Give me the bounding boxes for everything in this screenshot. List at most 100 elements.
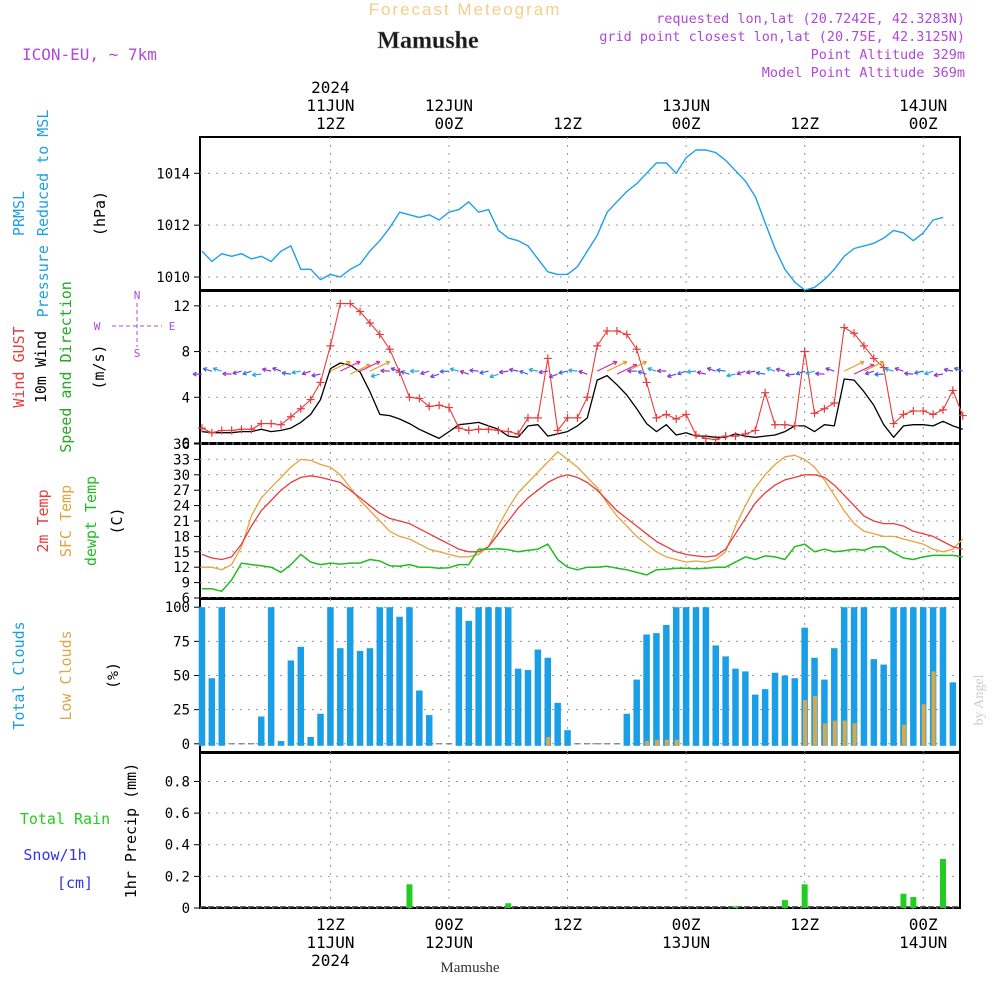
gust-marker — [781, 421, 789, 429]
gust-marker — [801, 348, 809, 356]
gust-marker — [820, 405, 828, 413]
gust-marker — [731, 432, 739, 440]
ytick-label: 0 — [182, 737, 190, 753]
wind-gust-line — [202, 304, 963, 440]
total-cloud-bar — [643, 635, 650, 746]
rain-bar — [406, 884, 412, 908]
axis-label: SFC Temp — [57, 485, 75, 557]
gust-marker — [445, 404, 453, 412]
ytick-label: 1012 — [156, 218, 190, 234]
total-cloud-bar — [564, 730, 571, 746]
total-cloud-bar — [475, 607, 482, 746]
low-cloud-bar — [675, 740, 679, 746]
time-label-top: 11JUN — [306, 96, 354, 115]
axis-label: Speed and Direction — [57, 281, 75, 453]
low-cloud-bar — [813, 696, 817, 746]
ytick-label: 50 — [173, 669, 190, 685]
total-cloud-bar — [693, 607, 700, 746]
total-cloud-bar — [347, 607, 354, 746]
total-cloud-bar — [683, 607, 690, 746]
location-title: Mamushe — [377, 28, 479, 54]
ytick-label: 12 — [173, 299, 190, 315]
low-cloud-bar — [843, 721, 847, 746]
total-cloud-bar — [624, 714, 631, 746]
total-cloud-bar — [653, 633, 660, 746]
gust-marker — [494, 426, 502, 434]
time-label-bottom: 11JUN — [306, 933, 354, 952]
gust-marker — [583, 393, 591, 401]
time-label-top: 12Z — [316, 114, 345, 133]
low-cloud-bar — [655, 740, 659, 746]
time-label-bottom: 00Z — [909, 915, 938, 934]
total-cloud-bar — [722, 656, 729, 745]
ytick-label: 30 — [173, 468, 190, 484]
total-cloud-bar — [732, 669, 739, 746]
ytick-label: 36 — [173, 437, 190, 453]
compass-n: N — [134, 289, 141, 302]
wind-direction-arrow — [617, 365, 637, 375]
panel-frame-wind — [200, 291, 960, 443]
axis-label: 1hr Precip (mm) — [122, 763, 140, 898]
ytick-label: 75 — [173, 634, 190, 650]
total-cloud-bar — [495, 607, 502, 746]
panel-frame-precip — [200, 753, 960, 908]
total-cloud-bar — [337, 648, 344, 746]
ytick-label: 27 — [173, 483, 190, 499]
gust-marker — [929, 410, 937, 418]
gust-marker — [544, 354, 552, 362]
total-cloud-bar — [772, 673, 779, 746]
panel-frame-pressure — [200, 137, 960, 290]
total-cloud-bar — [406, 607, 413, 746]
wind-direction-arrow — [864, 362, 884, 372]
gust-marker — [939, 406, 947, 414]
axis-label: Wind GUST — [10, 326, 28, 407]
low-cloud-bar — [803, 700, 807, 746]
model-altitude: Model Point Altitude 369m — [762, 65, 965, 81]
gust-marker — [761, 389, 769, 397]
low-cloud-bar — [922, 704, 926, 746]
gust-marker — [633, 345, 641, 353]
axis-label: 10m Wind — [32, 331, 50, 403]
total-cloud-bar — [910, 607, 917, 746]
gust-marker — [524, 414, 532, 422]
total-cloud-bar — [940, 607, 947, 746]
axis-label: (m/s) — [90, 344, 108, 389]
ytick-label: 4 — [182, 390, 190, 406]
total-cloud-bar — [871, 659, 878, 746]
time-label-bottom: 2024 — [311, 951, 350, 970]
axis-label: Total Clouds — [10, 621, 28, 729]
total-cloud-bar — [218, 607, 225, 746]
low-cloud-bar — [833, 721, 837, 746]
total-cloud-bar — [258, 716, 265, 745]
time-label-top: 00Z — [435, 114, 464, 133]
total-cloud-bar — [327, 607, 334, 746]
legend-total-rain: Total Rain — [20, 810, 110, 828]
gust-marker — [208, 429, 216, 437]
low-cloud-bar — [645, 741, 649, 746]
legend-snow-unit: [cm] — [57, 874, 93, 892]
time-label-bottom: 00Z — [672, 915, 701, 934]
rain-bar — [505, 903, 511, 908]
total-cloud-bar — [465, 621, 472, 746]
total-cloud-bar — [762, 689, 769, 746]
model-label: ICON-EU, ~ 7km — [22, 45, 157, 64]
total-cloud-bar — [525, 670, 532, 746]
gust-marker — [623, 330, 631, 338]
ytick-label: 0.6 — [165, 806, 190, 822]
requested-coords: requested lon,lat (20.7242E, 42.3283N) — [656, 11, 965, 27]
low-cloud-bar — [932, 671, 936, 745]
gust-marker — [830, 399, 838, 407]
ytick-label: 24 — [173, 499, 190, 515]
total-cloud-bar — [377, 607, 384, 746]
gust-marker — [405, 393, 413, 401]
gust-marker — [455, 424, 463, 432]
time-label-bottom: 12Z — [553, 915, 582, 934]
gust-marker — [465, 426, 473, 434]
gust-marker — [672, 415, 680, 423]
total-cloud-bar — [268, 607, 275, 746]
gust-marker — [267, 420, 275, 428]
total-cloud-bar — [386, 607, 393, 746]
total-cloud-bar — [357, 651, 364, 746]
